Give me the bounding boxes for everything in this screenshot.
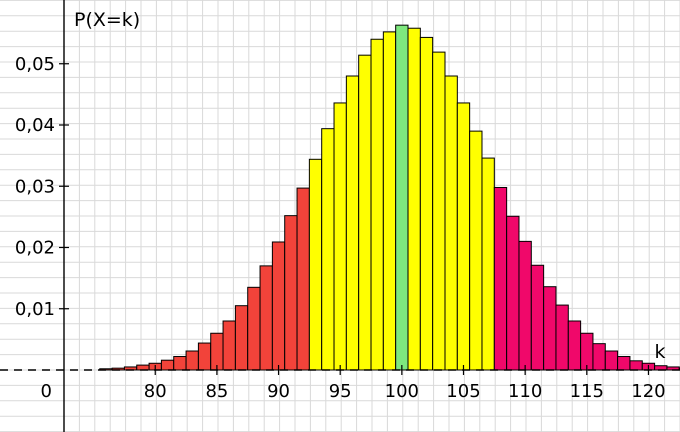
y-tick-label: 0,02: [15, 238, 55, 259]
bar-k-109: [506, 215, 520, 371]
x-tick-label: 105: [446, 381, 480, 402]
bar-k-115: [580, 332, 594, 371]
y-axis-label: P(X=k): [74, 9, 140, 31]
bar-k-98: [370, 38, 384, 371]
bar-k-106: [469, 130, 483, 371]
x-tick-label: 110: [508, 381, 542, 402]
bar-k-79: [136, 364, 150, 371]
bar-k-97: [358, 54, 372, 371]
bar-k-112: [543, 286, 557, 371]
bar-k-99: [382, 31, 397, 371]
x-axis-label: k: [654, 341, 665, 363]
bar-k-96: [345, 75, 360, 371]
bar-k-103: [432, 51, 446, 371]
bar-k-117: [604, 350, 619, 371]
x-tick-label: 120: [631, 381, 665, 402]
bar-k-87: [234, 305, 249, 371]
bar-k-91: [284, 215, 298, 371]
bar-k-100: [395, 24, 409, 371]
x-tick-label: 115: [570, 381, 604, 402]
y-tick-label: 0,04: [15, 115, 55, 136]
bar-k-108: [493, 186, 508, 371]
bar-k-83: [185, 350, 199, 371]
tick-labels: 0,01 0,02 0,03 0,04 0,05 80 85 90 95 100 105 110 115…: [15, 9, 666, 402]
y-tick-label: 0,05: [15, 54, 55, 75]
x-tick-label: 85: [205, 381, 228, 402]
bar-k-92: [296, 187, 310, 371]
bar-k-95: [333, 102, 347, 371]
x-tick-label: 95: [329, 381, 352, 402]
bar-k-94: [321, 128, 335, 371]
bar-k-113: [555, 304, 569, 371]
bar-k-88: [247, 286, 261, 371]
bar-k-104: [444, 75, 458, 371]
x-tick-label: 100: [385, 381, 419, 402]
bar-k-119: [629, 360, 643, 371]
x-tick-label: 90: [267, 381, 290, 402]
bar-k-85: [210, 332, 224, 371]
y-tick-label: 0,01: [15, 299, 55, 320]
origin-label: 0: [41, 381, 52, 402]
bar-k-110: [518, 240, 532, 371]
x-tick-label: 80: [144, 381, 167, 402]
bar-k-86: [222, 320, 236, 371]
bar-k-84: [197, 342, 212, 371]
bar-k-93: [308, 158, 323, 371]
bar-k-118: [617, 356, 631, 371]
bar-k-105: [456, 102, 471, 371]
y-tick-label: 0,03: [15, 176, 55, 197]
bar-k-82: [173, 356, 187, 371]
bar-k-81: [160, 359, 175, 371]
bar-k-101: [407, 27, 421, 371]
bar-k-111: [530, 264, 545, 371]
bar-k-90: [271, 241, 286, 371]
bar-k-102: [419, 36, 434, 371]
bar-k-114: [567, 320, 582, 371]
bar-k-107: [481, 157, 495, 371]
bar-k-116: [592, 343, 606, 371]
bar-k-89: [259, 265, 273, 371]
